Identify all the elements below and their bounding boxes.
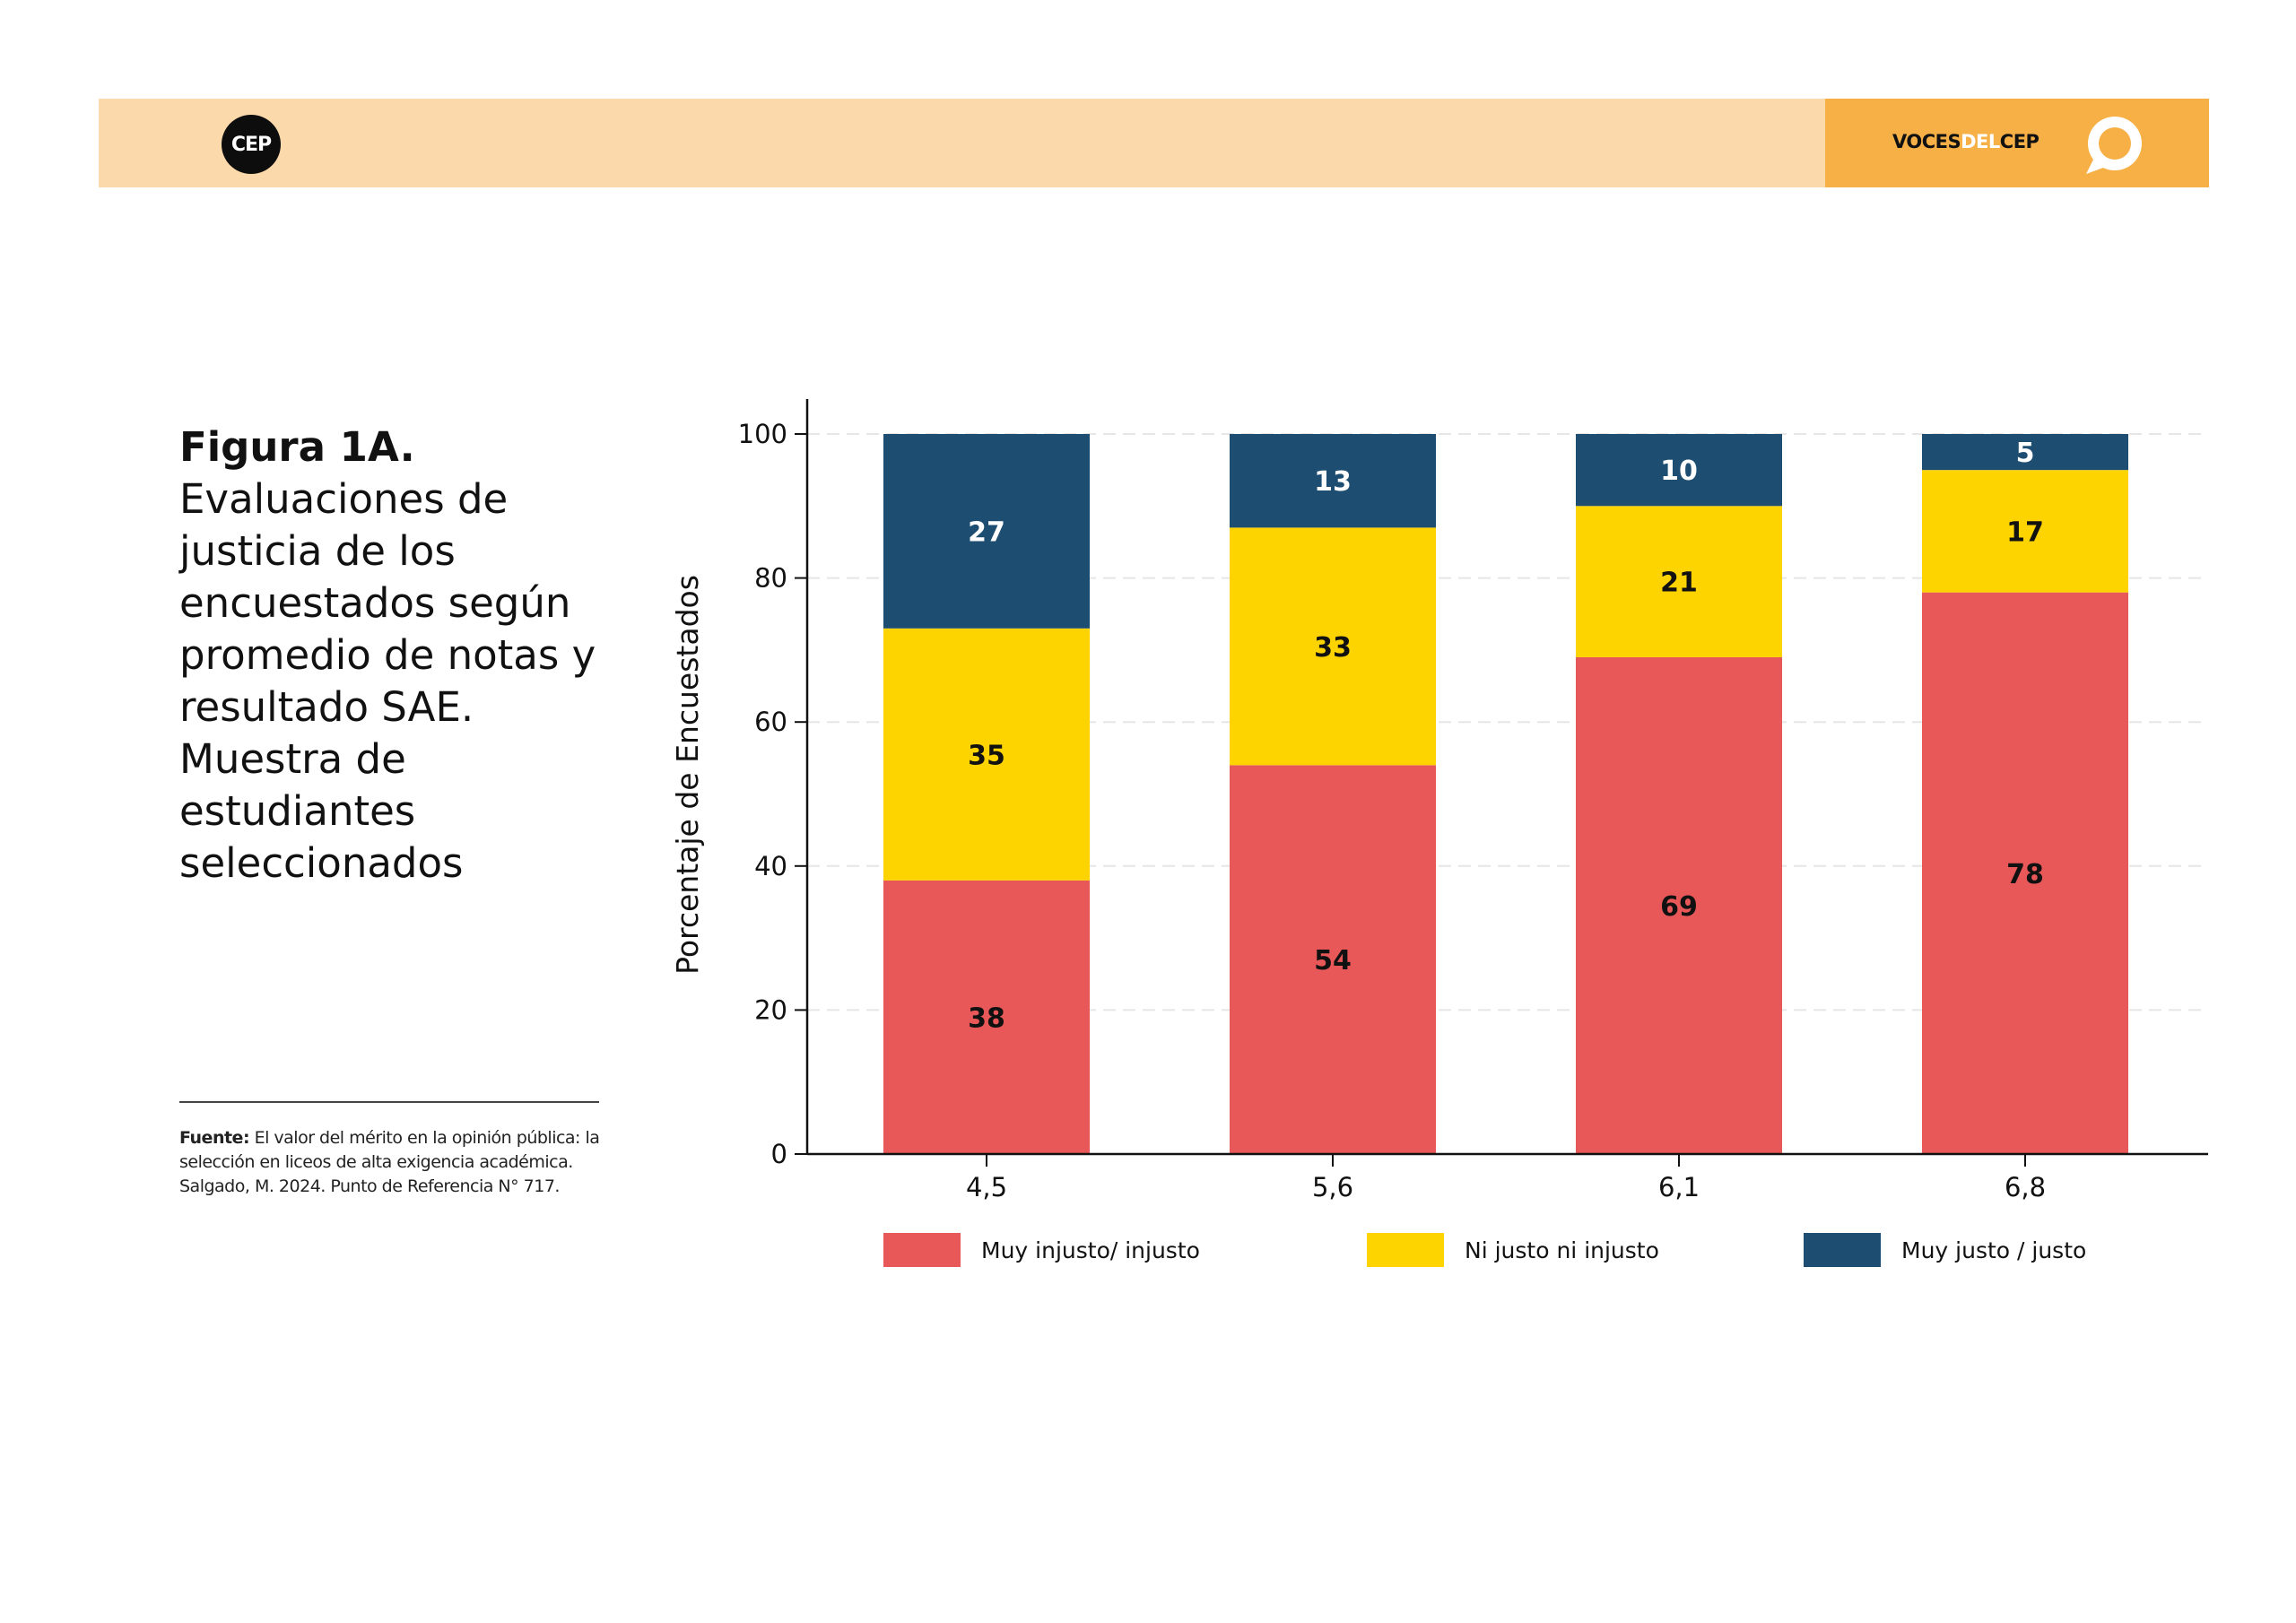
y-tick-label: 60 — [754, 707, 787, 737]
legend-entry-label: Muy injusto/ injusto — [981, 1237, 1200, 1263]
bar-value-label: 13 — [1314, 466, 1352, 498]
y-tick-label: 20 — [754, 994, 787, 1025]
bar-segment — [883, 880, 1090, 1154]
figure-number: Figura 1A. — [179, 423, 415, 471]
source-note: Fuente: El valor del mérito en la opinió… — [179, 1126, 610, 1199]
figure-title-block: Figura 1A. Evaluaciones de justicia de l… — [179, 421, 646, 890]
legend-swatch — [1804, 1233, 1881, 1267]
y-tick-label: 0 — [771, 1139, 787, 1169]
figure-title: Evaluaciones de justicia de los encuesta… — [179, 475, 596, 887]
x-tick-label: 6,1 — [1658, 1172, 1700, 1202]
bar-value-label: 17 — [2006, 516, 2044, 548]
bar-value-label: 69 — [1660, 891, 1698, 923]
brand-part-del: DEL — [1961, 131, 2000, 152]
bar-value-label: 27 — [968, 516, 1005, 548]
legend-swatch — [1367, 1233, 1444, 1267]
bar-segment — [1922, 470, 2128, 593]
bar-value-label: 35 — [968, 740, 1005, 771]
bar-segment — [1922, 434, 2128, 471]
axes — [795, 399, 2208, 1167]
bars: 38 35 27 54 33 13 69 21 10 78 17 5 — [883, 434, 2128, 1154]
bar-segment — [1576, 434, 1782, 507]
y-tick-label: 40 — [754, 851, 787, 881]
bar-segment — [1922, 592, 2128, 1154]
legend-entry-label: Ni justo ni injusto — [1465, 1237, 1659, 1263]
x-tick-label: 5,6 — [1312, 1172, 1353, 1202]
bar-value-label: 21 — [1660, 568, 1698, 599]
bar-segment — [1576, 506, 1782, 657]
legend-swatch — [883, 1233, 961, 1267]
bar-segment — [1576, 656, 1782, 1154]
bar-value-label: 54 — [1314, 945, 1352, 976]
legend: Muy injusto/ injusto Ni justo ni injusto M… — [883, 1233, 2086, 1267]
source-label: Fuente: — [179, 1128, 250, 1148]
tick-labels: 0 20 40 60 80 100 4,5 5,6 6,1 6,8 Porcentaje de En… — [670, 419, 2046, 1202]
cep-logo: CEP — [222, 115, 281, 174]
bar-segment — [1230, 765, 1436, 1154]
header-accent-panel — [1825, 99, 2209, 187]
bar-segment — [1230, 527, 1436, 766]
bar-segment — [883, 434, 1090, 629]
y-tick-label: 100 — [738, 419, 787, 449]
y-tick-label: 80 — [754, 563, 787, 594]
legend-entry-label: Muy justo / justo — [1901, 1237, 2086, 1263]
bar-segment — [1230, 434, 1436, 528]
x-tick-label: 4,5 — [966, 1172, 1007, 1202]
source-body: El valor del mérito en la opinión públic… — [179, 1128, 600, 1196]
bar-segment — [883, 628, 1090, 881]
header-bar — [99, 99, 1825, 187]
bar-value-label: 38 — [968, 1002, 1005, 1034]
source-divider — [179, 1101, 599, 1103]
x-tick-label: 6,8 — [2005, 1172, 2046, 1202]
brand-part-cep: CEP — [1999, 131, 2039, 152]
speech-bubble-icon — [2086, 117, 2142, 174]
y-axis-label: Porcentaje de Encuestados — [670, 575, 705, 975]
bar-value-label: 10 — [1660, 456, 1698, 487]
brand-part-voces: VOCES — [1892, 131, 1961, 152]
bar-value-label: 33 — [1314, 632, 1352, 664]
bar-value-label: 78 — [2006, 859, 2044, 890]
bar-value-label: 5 — [2016, 438, 2035, 469]
voces-del-cep-brand: VOCESDELCEP — [1892, 131, 2039, 158]
